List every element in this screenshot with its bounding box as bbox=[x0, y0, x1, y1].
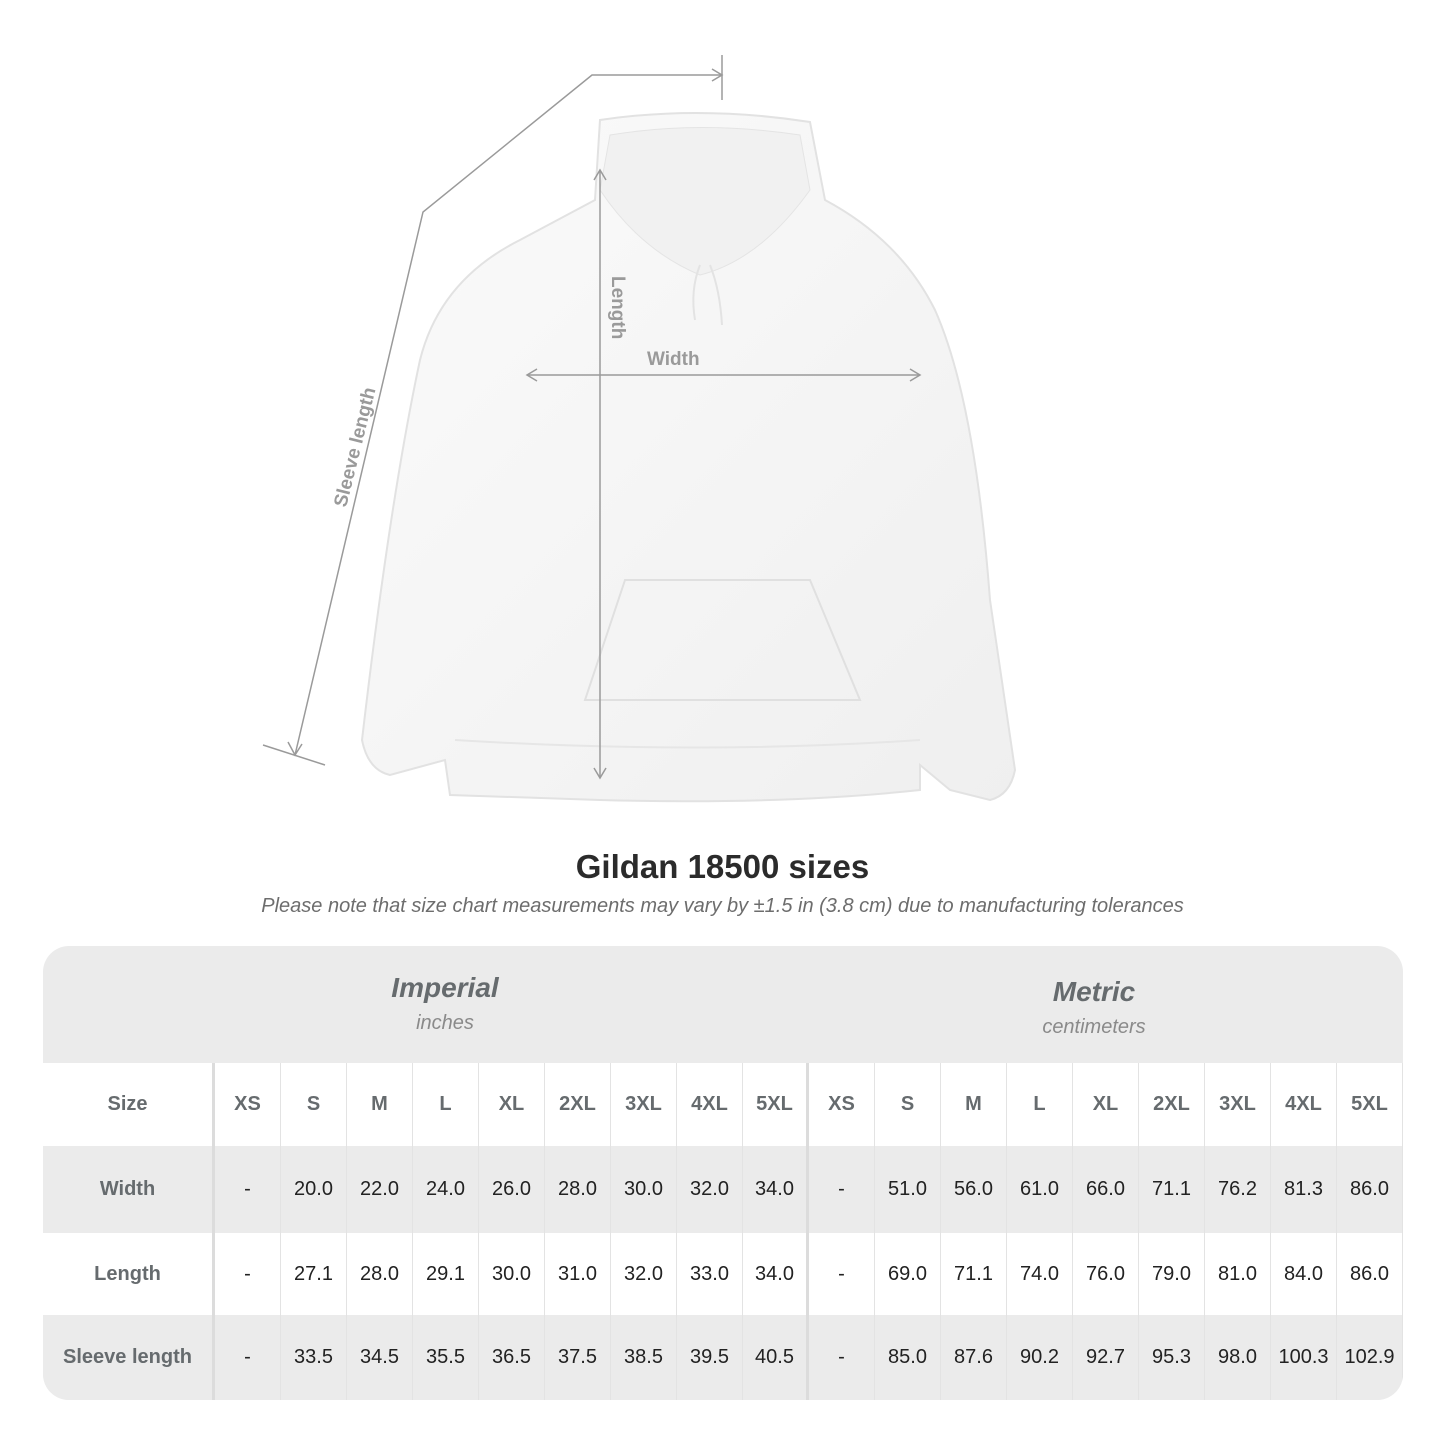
metric-value-cell: - bbox=[809, 1146, 875, 1233]
metric-value-cell: 81.0 bbox=[1205, 1233, 1271, 1315]
imperial-value-cell: 34.5 bbox=[347, 1315, 413, 1400]
row-label: Width bbox=[43, 1146, 215, 1233]
metric-value-cell: 71.1 bbox=[941, 1233, 1007, 1315]
metric-value-cell: 66.0 bbox=[1073, 1146, 1139, 1233]
size-header-cell: XL bbox=[1073, 1063, 1139, 1146]
size-header-cell: L bbox=[413, 1063, 479, 1146]
imperial-value-cell: 31.0 bbox=[545, 1233, 611, 1315]
page-title: Gildan 18500 sizes bbox=[575, 848, 870, 885]
size-label: Size bbox=[43, 1063, 215, 1146]
imperial-value-cell: 33.5 bbox=[281, 1315, 347, 1400]
imperial-value-cell: 32.0 bbox=[611, 1233, 677, 1315]
size-header-cell: L bbox=[1007, 1063, 1073, 1146]
imperial-value-cell: 39.5 bbox=[677, 1315, 743, 1400]
metric-value-cell: 100.3 bbox=[1271, 1315, 1337, 1400]
length-label: Length bbox=[607, 276, 628, 339]
metric-value-cell: 79.0 bbox=[1139, 1233, 1205, 1315]
metric-value-cell: 85.0 bbox=[875, 1315, 941, 1400]
imperial-unit: inches bbox=[416, 1012, 474, 1034]
size-header-cell: S bbox=[281, 1063, 347, 1146]
imperial-value-cell: - bbox=[215, 1146, 281, 1233]
imperial-value-cell: 20.0 bbox=[281, 1146, 347, 1233]
imperial-header: Imperial inches bbox=[215, 946, 675, 1063]
metric-unit: centimeters bbox=[1042, 1016, 1146, 1038]
metric-value-cell: 86.0 bbox=[1337, 1146, 1403, 1233]
size-header-cell: 4XL bbox=[677, 1063, 743, 1146]
metric-value-cell: 87.6 bbox=[941, 1315, 1007, 1400]
imperial-value-cell: 22.0 bbox=[347, 1146, 413, 1233]
row-label: Length bbox=[43, 1233, 215, 1315]
row-label: Sleeve length bbox=[43, 1315, 215, 1400]
imperial-value-cell: 27.1 bbox=[281, 1233, 347, 1315]
size-chart-table: Imperial inches Metric centimeters Size X… bbox=[43, 946, 1403, 1400]
imperial-value-cell: 26.0 bbox=[479, 1146, 545, 1233]
size-header-cell: M bbox=[347, 1063, 413, 1146]
size-header-cell: 2XL bbox=[545, 1063, 611, 1146]
table-row: Sleeve length -33.5 34.5 35.5 36.5 37.5 38.5 39… bbox=[43, 1315, 1403, 1400]
size-header-cell: XS bbox=[809, 1063, 875, 1146]
size-header-cell: 4XL bbox=[1271, 1063, 1337, 1146]
imperial-value-cell: 37.5 bbox=[545, 1315, 611, 1400]
imperial-value-cell: 32.0 bbox=[677, 1146, 743, 1233]
tolerance-note: Please note that size chart measurements… bbox=[261, 895, 1184, 917]
metric-value-cell: 61.0 bbox=[1007, 1146, 1073, 1233]
metric-value-cell: - bbox=[809, 1315, 875, 1400]
metric-value-cell: 76.2 bbox=[1205, 1146, 1271, 1233]
metric-value-cell: - bbox=[809, 1233, 875, 1315]
size-header-cell: 5XL bbox=[743, 1063, 809, 1146]
metric-value-cell: 90.2 bbox=[1007, 1315, 1073, 1400]
imperial-value-cell: 34.0 bbox=[743, 1146, 809, 1233]
size-header-cell: 3XL bbox=[1205, 1063, 1271, 1146]
table-row: Width -20.0 22.0 24.0 26.0 28.0 30.0 32.0 34.0-5… bbox=[43, 1146, 1403, 1233]
hoodie-image bbox=[360, 111, 1017, 803]
imperial-value-cell: 24.0 bbox=[413, 1146, 479, 1233]
imperial-value-cell: 36.5 bbox=[479, 1315, 545, 1400]
metric-value-cell: 81.3 bbox=[1271, 1146, 1337, 1233]
imperial-value-cell: 35.5 bbox=[413, 1315, 479, 1400]
metric-header: Metric centimeters bbox=[809, 950, 1379, 1067]
hoodie-measurement-diagram: Sleeve length Length Width bbox=[262, 55, 1017, 803]
size-header-cell: XS bbox=[215, 1063, 281, 1146]
metric-value-cell: 95.3 bbox=[1139, 1315, 1205, 1400]
metric-value-cell: 74.0 bbox=[1007, 1233, 1073, 1315]
metric-value-cell: 71.1 bbox=[1139, 1146, 1205, 1233]
imperial-value-cell: 40.5 bbox=[743, 1315, 809, 1400]
imperial-value-cell: 38.5 bbox=[611, 1315, 677, 1400]
imperial-title: Imperial bbox=[391, 972, 499, 1003]
metric-value-cell: 56.0 bbox=[941, 1146, 1007, 1233]
imperial-value-cell: 30.0 bbox=[611, 1146, 677, 1233]
size-header-row: Size XS S M L XL 2XL 3XL 4XL 5XL XS S M L XL 2XL 3XL 4XL 5… bbox=[43, 1063, 1403, 1146]
imperial-value-cell: - bbox=[215, 1233, 281, 1315]
metric-value-cell: 86.0 bbox=[1337, 1233, 1403, 1315]
size-header-cell: 5XL bbox=[1337, 1063, 1403, 1146]
size-header-cell: S bbox=[875, 1063, 941, 1146]
width-label: Width bbox=[647, 349, 700, 370]
size-header-cell: XL bbox=[479, 1063, 545, 1146]
imperial-value-cell: 34.0 bbox=[743, 1233, 809, 1315]
metric-value-cell: 51.0 bbox=[875, 1146, 941, 1233]
table-row: Length -27.1 28.0 29.1 30.0 31.0 32.0 33.0 34.0-… bbox=[43, 1233, 1403, 1315]
imperial-value-cell: 29.1 bbox=[413, 1233, 479, 1315]
size-header-cell: 3XL bbox=[611, 1063, 677, 1146]
imperial-value-cell: 28.0 bbox=[545, 1146, 611, 1233]
imperial-value-cell: - bbox=[215, 1315, 281, 1400]
sleeve-length-line bbox=[294, 74, 722, 756]
metric-value-cell: 84.0 bbox=[1271, 1233, 1337, 1315]
metric-value-cell: 102.9 bbox=[1337, 1315, 1403, 1400]
metric-value-cell: 69.0 bbox=[875, 1233, 941, 1315]
metric-value-cell: 98.0 bbox=[1205, 1315, 1271, 1400]
imperial-value-cell: 33.0 bbox=[677, 1233, 743, 1315]
size-header-cell: 2XL bbox=[1139, 1063, 1205, 1146]
metric-value-cell: 92.7 bbox=[1073, 1315, 1139, 1400]
metric-value-cell: 76.0 bbox=[1073, 1233, 1139, 1315]
size-header-cell: M bbox=[941, 1063, 1007, 1146]
sleeve-length-label: Sleeve length bbox=[330, 385, 380, 509]
metric-title: Metric bbox=[1052, 976, 1136, 1007]
imperial-value-cell: 28.0 bbox=[347, 1233, 413, 1315]
imperial-value-cell: 30.0 bbox=[479, 1233, 545, 1315]
